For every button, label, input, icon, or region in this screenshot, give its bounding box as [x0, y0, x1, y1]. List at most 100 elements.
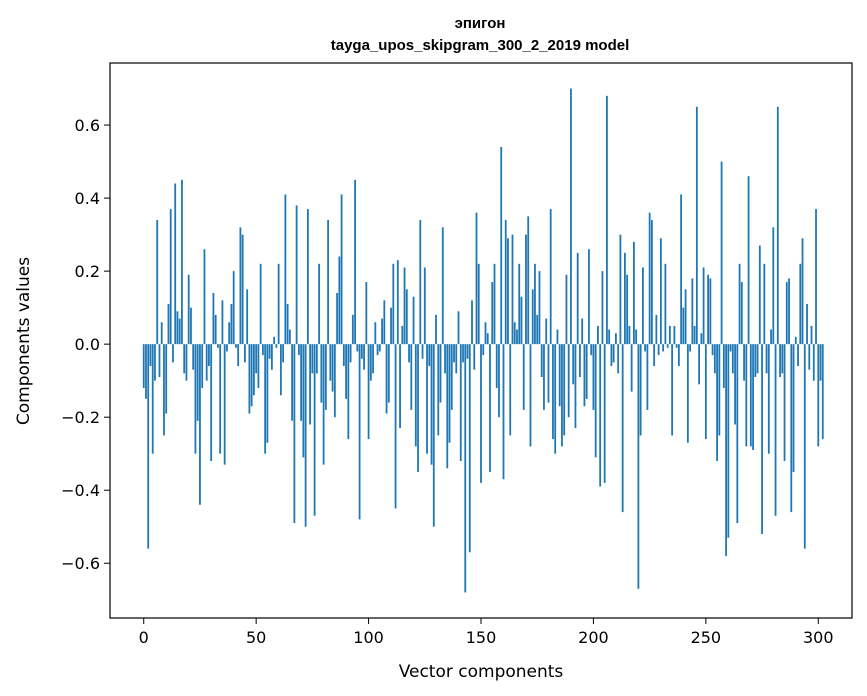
bar-15	[176, 311, 179, 345]
bar-125	[423, 267, 426, 345]
bar-242	[686, 344, 689, 443]
bar-289	[792, 344, 795, 472]
bar-30	[210, 344, 213, 461]
bar-218	[633, 241, 635, 345]
bar-115	[401, 325, 404, 345]
chart-title-line-2: tayga_upos_skipgram_300_2_2019 model	[331, 37, 630, 54]
bar-224	[646, 344, 649, 410]
bar-282	[776, 106, 779, 345]
bar-136	[448, 344, 451, 443]
bar-272	[754, 344, 757, 378]
bar-123	[419, 220, 422, 345]
bar-296	[808, 344, 811, 370]
bar-215	[626, 274, 629, 345]
y-tick-label: −0.4	[61, 481, 100, 500]
bar-292	[799, 263, 802, 345]
bar-55	[266, 344, 269, 443]
bar-278	[767, 344, 770, 454]
bar-77	[315, 344, 318, 374]
bar-119	[410, 344, 413, 410]
bar-1	[145, 344, 147, 399]
bar-243	[689, 344, 692, 352]
bar-5	[154, 344, 156, 381]
x-axis-ticks: 0 50 100 150 200 250 300	[139, 618, 834, 647]
bar-197	[585, 344, 588, 399]
bar-34	[219, 344, 222, 454]
bar-37	[226, 344, 228, 352]
bar-240	[682, 307, 685, 345]
x-tick-label: 200	[578, 628, 609, 647]
bar-230	[659, 238, 662, 345]
bar-198	[588, 249, 590, 345]
bar-229	[657, 344, 660, 356]
bar-60	[277, 263, 280, 345]
bar-239	[680, 194, 683, 345]
bar-93	[351, 314, 354, 345]
bar-269	[747, 176, 750, 345]
bar-288	[790, 344, 793, 513]
bar-143	[464, 344, 467, 593]
x-tick-label: 50	[246, 628, 266, 647]
bar-101	[369, 344, 372, 381]
bar-9	[163, 344, 165, 436]
bar-266	[740, 282, 743, 345]
bar-149	[477, 263, 480, 345]
x-tick-label: 100	[353, 628, 384, 647]
bar-279	[770, 329, 772, 345]
bar-241	[684, 289, 687, 345]
bar-66	[291, 344, 294, 421]
bar-90	[345, 344, 347, 399]
bar-248	[700, 333, 703, 345]
bar-194	[579, 344, 581, 378]
bar-49	[253, 344, 255, 396]
bar-128	[430, 344, 433, 465]
bar-262	[731, 344, 734, 374]
bar-244	[691, 278, 694, 345]
bar-276	[763, 263, 766, 345]
bar-170	[525, 234, 527, 345]
bar-63	[284, 194, 287, 345]
bar-249	[702, 267, 705, 345]
bar-28	[205, 344, 208, 381]
bar-253	[711, 344, 714, 356]
bar-290	[794, 336, 797, 345]
bar-200	[592, 344, 595, 410]
bar-67	[293, 344, 296, 524]
bar-206	[606, 95, 608, 345]
bar-220	[637, 344, 640, 589]
plot-frame	[109, 62, 853, 619]
bar-150	[480, 344, 482, 483]
bar-268	[745, 344, 748, 447]
bar-293	[801, 238, 804, 345]
bar-117	[405, 289, 408, 345]
bar-154	[489, 344, 491, 472]
bar-203	[599, 344, 602, 487]
bar-48	[250, 344, 253, 407]
bar-58	[273, 336, 276, 345]
bar-174	[534, 263, 536, 345]
bar-141	[459, 344, 462, 461]
bar-102	[372, 344, 374, 374]
bar-212	[619, 234, 622, 345]
bar-235	[671, 344, 674, 436]
bar-38	[228, 322, 231, 345]
bar-2	[147, 344, 150, 549]
bar-177	[540, 344, 543, 378]
bar-273	[756, 344, 759, 374]
bar-299	[815, 209, 817, 345]
bar-69	[297, 344, 300, 356]
bar-53	[262, 344, 264, 356]
bar-284	[781, 344, 784, 374]
bar-185	[558, 344, 561, 407]
bar-21	[190, 307, 192, 345]
bar-264	[736, 344, 739, 524]
bar-126	[426, 344, 428, 454]
bar-12	[169, 209, 172, 345]
bar-112	[394, 344, 397, 509]
bar-99	[365, 282, 368, 345]
bar-42	[237, 344, 240, 367]
bar-183	[554, 344, 557, 454]
bar-47	[248, 344, 251, 414]
bar-137	[450, 344, 453, 410]
bar-76	[313, 344, 316, 516]
